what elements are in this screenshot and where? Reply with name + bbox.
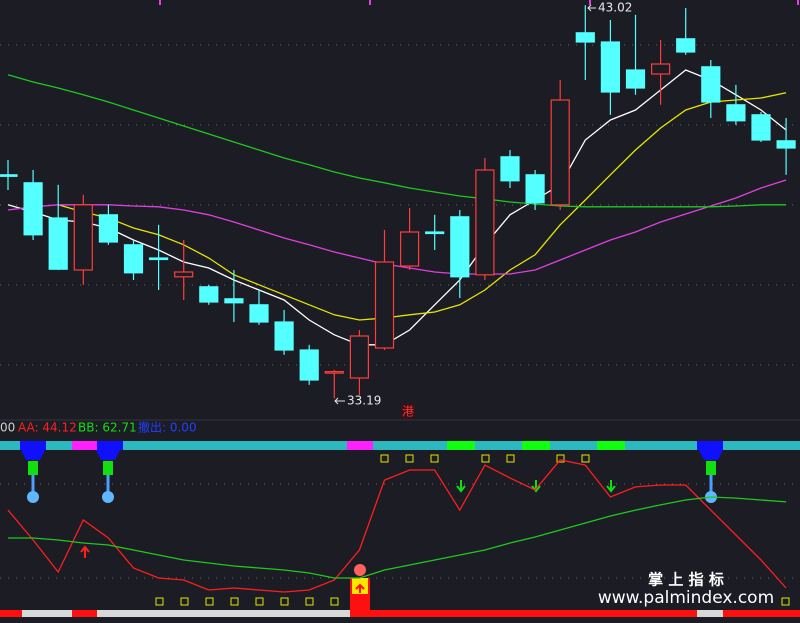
candle-body <box>274 321 294 351</box>
candle <box>425 214 445 250</box>
candle <box>500 150 520 188</box>
candle <box>249 290 269 325</box>
candle <box>98 204 119 245</box>
candle <box>450 210 470 298</box>
candle-body <box>0 174 18 177</box>
yellow-squares <box>155 454 790 606</box>
candle <box>224 270 244 322</box>
candle-body <box>776 140 796 149</box>
buy-markers <box>21 450 723 503</box>
candle-body <box>500 156 520 182</box>
candle <box>274 310 294 355</box>
low-arrow <box>334 397 345 405</box>
candle <box>650 40 671 105</box>
series-line <box>7 69 787 346</box>
candle <box>73 194 93 285</box>
candle-body <box>525 174 545 204</box>
legend-label: BB: 62.71 <box>78 421 137 435</box>
candle <box>48 184 68 270</box>
candle-body <box>174 271 194 278</box>
candle-body <box>149 257 169 261</box>
candle <box>299 344 319 385</box>
candle-body <box>600 41 621 93</box>
candle-body <box>48 217 68 270</box>
candle <box>776 118 796 175</box>
candle-body <box>701 66 721 103</box>
candle <box>149 224 169 290</box>
candle-body <box>450 216 470 278</box>
series-line <box>7 74 787 208</box>
candle-body <box>625 69 646 89</box>
candle <box>400 208 420 270</box>
candle <box>0 160 18 190</box>
high-arrow <box>587 4 596 12</box>
dotted-grid <box>0 44 800 579</box>
candle <box>575 5 595 80</box>
candle-body <box>425 231 445 235</box>
legend-label: 00 <box>0 421 15 435</box>
candle-body <box>98 214 119 243</box>
candle <box>174 240 194 300</box>
low-annotation: 33.19 <box>347 394 381 408</box>
candle-body <box>726 104 746 122</box>
candle-body <box>123 244 144 274</box>
candle <box>751 112 771 142</box>
candle-body <box>299 349 319 381</box>
series-line <box>7 459 787 593</box>
candle-body <box>374 261 395 349</box>
watermark-url: www.palmindex.com <box>598 588 774 608</box>
candle-body <box>650 63 671 75</box>
hk-label: 港 <box>402 405 414 419</box>
candle <box>726 84 746 125</box>
candle <box>23 170 43 240</box>
series-line <box>7 179 787 275</box>
candle <box>374 230 395 350</box>
arrows <box>80 480 616 610</box>
candle-body <box>676 38 696 53</box>
candle <box>625 14 646 95</box>
watermark-title: 掌 上 指 标 <box>648 571 724 589</box>
series-line <box>8 496 787 579</box>
signal-strip <box>0 441 800 450</box>
candle <box>550 80 570 210</box>
candle-body <box>224 298 244 304</box>
candle-body <box>575 32 595 43</box>
candle <box>349 330 369 395</box>
candle <box>701 60 721 118</box>
candle <box>475 158 495 280</box>
candle-body <box>324 371 344 374</box>
series-line <box>58 92 787 321</box>
hk-badge <box>401 404 415 419</box>
legend-label: 撤出: 0.00 <box>138 420 197 435</box>
candle-body <box>349 335 369 379</box>
candle <box>199 284 219 305</box>
candle <box>525 170 545 210</box>
candle <box>123 240 144 280</box>
bottom-strip <box>0 610 800 617</box>
candle-body <box>249 304 269 323</box>
candle-body <box>475 169 495 276</box>
candle <box>676 8 696 55</box>
top-ticks <box>159 0 799 5</box>
candle-body <box>23 182 43 236</box>
candle-body <box>400 231 420 267</box>
candle-body <box>751 114 771 141</box>
candle-body <box>550 99 570 206</box>
legend-label: AA: 44.12 <box>18 421 77 435</box>
candle <box>600 20 621 115</box>
candle <box>324 370 344 399</box>
high-annotation: 43.02 <box>598 1 632 15</box>
candle-body <box>199 286 219 303</box>
candle-body <box>73 204 93 271</box>
